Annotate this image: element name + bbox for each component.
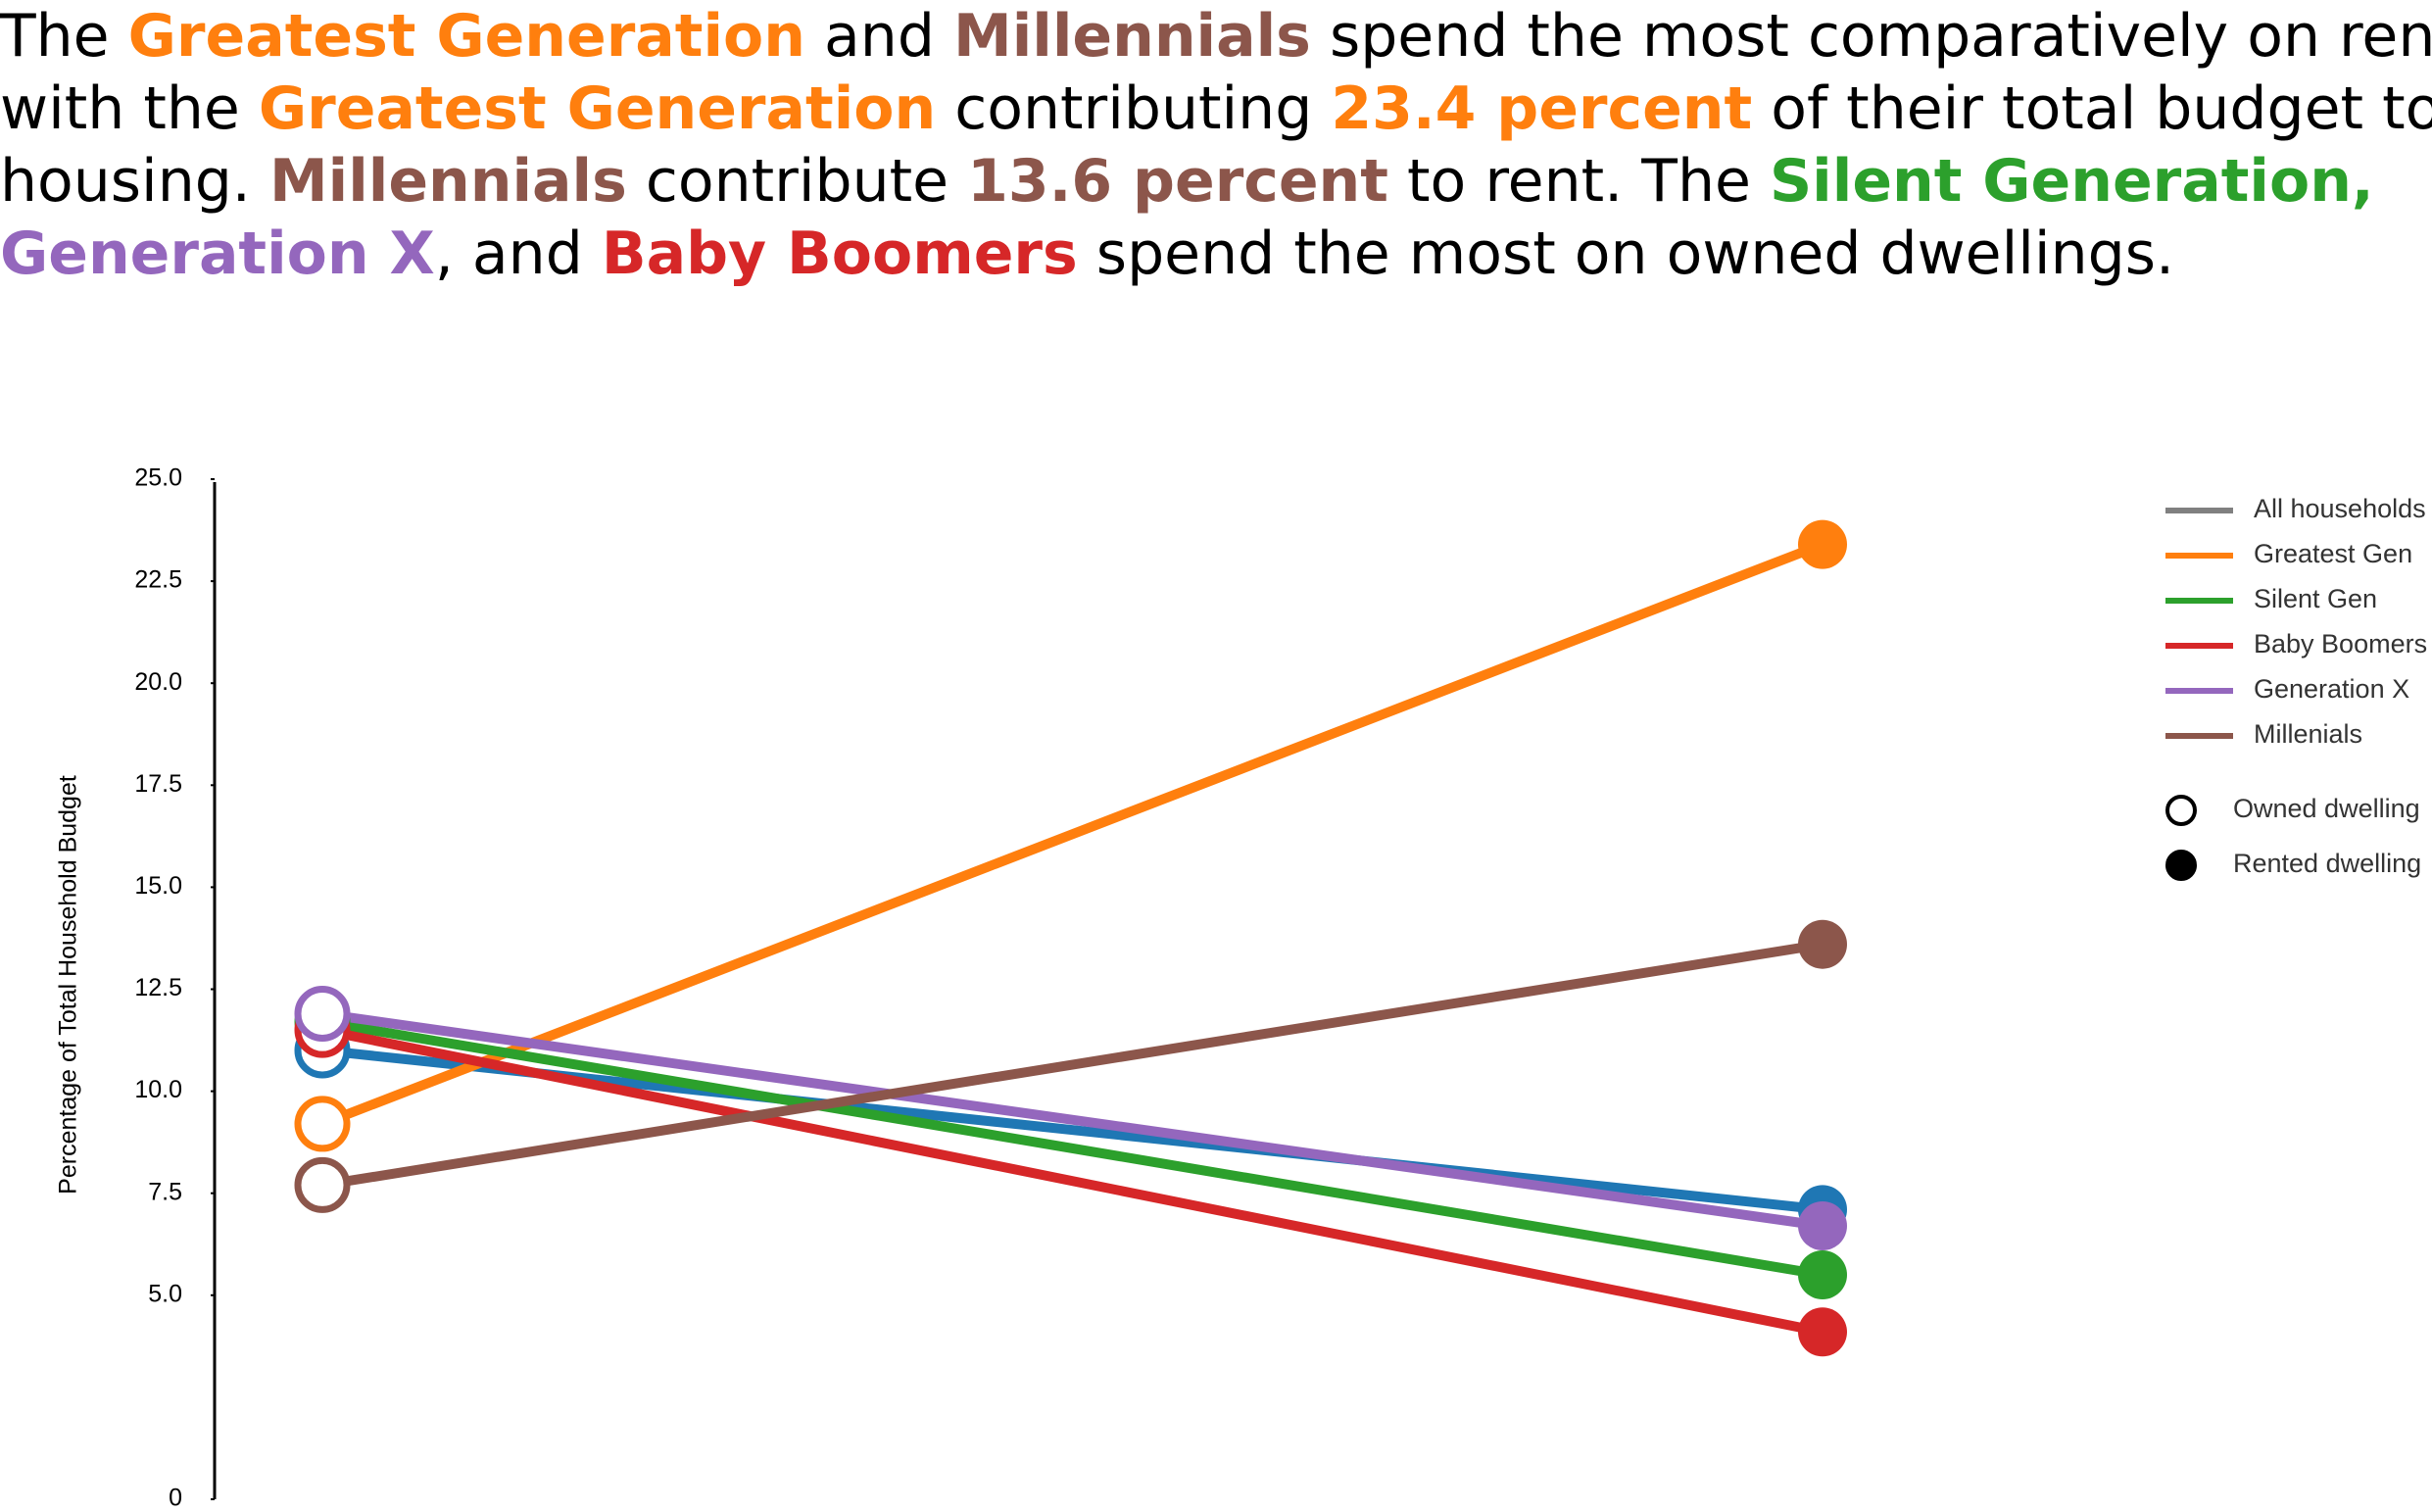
headline-line: with the Greatest Generation contributin…: [0, 73, 2432, 145]
headline-text: contribute: [626, 147, 968, 216]
owned-marker: [294, 985, 351, 1042]
legend-label: All households: [2254, 494, 2426, 523]
owned-marker: [294, 1156, 351, 1213]
slope-line: [321, 1016, 1824, 1280]
y-tick-label: 0: [169, 1485, 182, 1512]
headline-text: Baby Boomers: [601, 219, 1078, 288]
headline-text: 13.6 percent: [967, 147, 1388, 216]
slope-line: [320, 539, 1824, 1129]
headline-text: Silent Generation,: [1769, 147, 2374, 216]
owned-marker: [294, 1096, 351, 1152]
slope-line: [321, 1025, 1824, 1338]
headline-text: Millennials: [268, 147, 627, 216]
headline-text: to rent. The: [1387, 147, 1770, 216]
headline-text: Millennials: [953, 2, 1311, 71]
slope-line: [321, 939, 1824, 1191]
legend-label: Silent Gen: [2254, 584, 2377, 613]
headline-text: spend the most on owned dwellings.: [1077, 219, 2175, 288]
headline-text: with the: [0, 74, 259, 143]
rented-marker: [1798, 1249, 1847, 1299]
headline-text: contributing: [936, 74, 1332, 143]
y-tick-label: 12.5: [134, 974, 182, 1001]
legend-label: Baby Boomers: [2254, 629, 2427, 658]
headline-text: The: [0, 2, 128, 71]
headline-text: Greatest Generation: [127, 2, 805, 71]
headline-text: housing.: [0, 147, 269, 216]
y-tick-label: 22.5: [134, 566, 182, 594]
slope-line: [321, 1008, 1824, 1231]
headline-line: housing. Millennials contribute 13.6 per…: [0, 145, 2432, 218]
rented-marker: [1798, 1201, 1847, 1251]
headline-line: The Greatest Generation and Millennials …: [0, 0, 2432, 73]
headline-line: Generation X, and Baby Boomers spend the…: [0, 218, 2432, 290]
y-tick-label: 15.0: [134, 872, 182, 900]
headline-text: , and: [434, 219, 602, 288]
y-tick-label: 20.0: [134, 668, 182, 696]
rented-marker: [1798, 919, 1847, 969]
y-tick-label: 7.5: [148, 1178, 182, 1205]
y-axis-label: Percentage of Total Household Budget: [55, 775, 82, 1195]
legend-label: Greatest Gen: [2254, 539, 2412, 568]
headline-text: 23.4 percent: [1331, 74, 1753, 143]
y-tick-label: 17.5: [134, 770, 182, 798]
headline-text: of their total budget to: [1752, 74, 2432, 143]
y-tick-label: 5.0: [148, 1280, 182, 1307]
legend-marker: [2165, 795, 2197, 826]
legend-label: Owned dwelling: [2233, 794, 2420, 823]
headline: The Greatest Generation and Millennials …: [0, 0, 2432, 290]
legend-label: Millenials: [2254, 719, 2362, 749]
legend-label: Generation X: [2254, 674, 2409, 704]
rented-marker: [1798, 519, 1847, 569]
headline-text: and: [804, 2, 953, 71]
headline-text: Generation X: [0, 219, 435, 288]
rented-marker: [1798, 1307, 1847, 1357]
y-tick-label: 10.0: [134, 1076, 182, 1103]
legend-label: Rented dwelling: [2233, 849, 2421, 878]
y-tick-label: 25.0: [134, 464, 182, 492]
headline-text: spend the most comparatively on rent,: [1310, 2, 2432, 71]
legend-marker: [2165, 850, 2197, 881]
headline-text: Greatest Generation: [258, 74, 937, 143]
